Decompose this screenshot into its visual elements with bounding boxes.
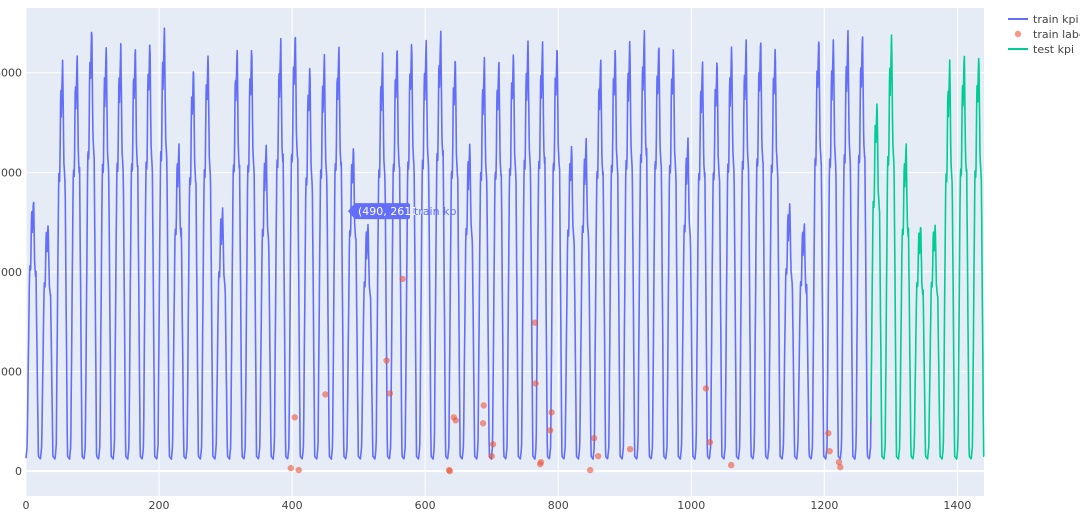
x-tick-label: 800 (548, 499, 569, 512)
train-label-point (488, 452, 495, 460)
legend-label: train label (1033, 28, 1080, 41)
x-axis-ticks: 0 200 400 600 800 1000 1200 1400 (23, 499, 972, 512)
legend-point-swatch (1014, 30, 1022, 38)
train-label-point (826, 447, 833, 455)
series-lines (25, 27, 985, 460)
train-label-point (383, 357, 390, 364)
train-label-point (399, 275, 406, 283)
series-line-test-kpi (870, 34, 985, 460)
train-label-point (295, 466, 302, 474)
train-label-point (532, 380, 539, 387)
gridlines (25, 8, 984, 496)
train-label-point (702, 385, 710, 392)
legend: train kpi train label test kpi (1008, 13, 1080, 56)
train-label-point (446, 467, 453, 475)
y-tick-label: 1000 (0, 366, 22, 379)
train-label-point (480, 402, 487, 409)
x-tick-label: 600 (415, 499, 436, 512)
y-tick-label: 3000 (0, 166, 22, 179)
train-label-point (835, 458, 843, 466)
tooltip-series: train kpi (414, 205, 460, 218)
train-label-point (825, 430, 832, 437)
y-tick-label: 2000 (0, 266, 22, 279)
train-label-point (531, 319, 539, 326)
y-tick-label: 0 (15, 465, 22, 478)
train-label-point (837, 463, 844, 471)
x-tick-label: 200 (149, 499, 170, 512)
train-label-point (547, 427, 554, 434)
train-label-point (594, 452, 602, 460)
x-tick-label: 0 (23, 499, 30, 512)
series-line-train-kpi (25, 27, 872, 460)
train-label-point (590, 435, 598, 442)
train-label-point (537, 458, 545, 466)
train-label-point (586, 466, 594, 474)
train-label-point (291, 414, 298, 421)
train-label-point (489, 441, 497, 448)
label-points (287, 275, 844, 475)
x-tick-label: 400 (282, 499, 303, 512)
tooltip-value: (490, 2611) (358, 205, 423, 218)
train-label-point (479, 420, 487, 427)
legend-label: test kpi (1033, 43, 1074, 56)
x-tick-label: 1400 (943, 499, 971, 512)
legend-label: train kpi (1033, 13, 1079, 26)
train-label-point (386, 390, 394, 397)
hover-tooltip: (490, 2611)train kpi (347, 203, 460, 220)
train-label-point (548, 409, 555, 416)
train-label-point (626, 445, 634, 453)
train-label-point (287, 464, 294, 472)
tooltip-box (353, 203, 410, 220)
train-label-point (727, 461, 735, 469)
train-label-point (452, 417, 459, 424)
x-tick-label: 1200 (810, 499, 838, 512)
x-tick-label: 1000 (677, 499, 705, 512)
train-label-point (322, 391, 329, 398)
train-label-point (706, 439, 714, 446)
tooltip-pointer (347, 204, 354, 219)
